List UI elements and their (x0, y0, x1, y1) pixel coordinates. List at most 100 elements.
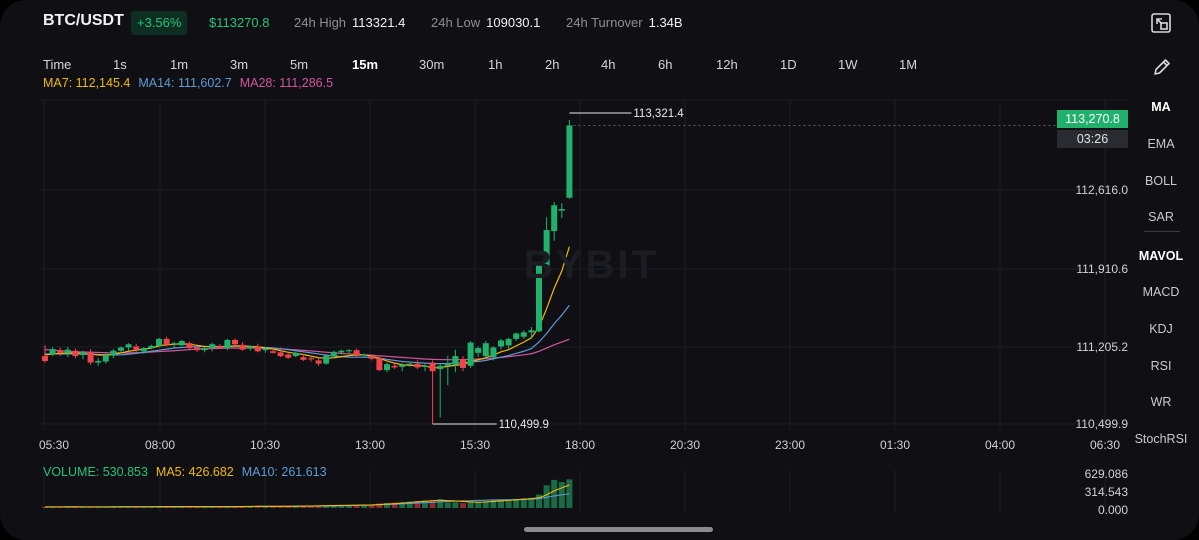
volume-bar (270, 506, 276, 508)
candle-body (186, 343, 193, 349)
tab-15m[interactable]: 15m (352, 57, 379, 72)
volume-bar (429, 499, 436, 508)
indicator-rsi[interactable]: RSI (1150, 359, 1172, 373)
time-axis-label: 05:30 (39, 438, 69, 452)
volume-bar (384, 502, 390, 508)
time-axis-label: 10:30 (250, 438, 280, 452)
candle-body (156, 338, 162, 346)
candle-body (528, 330, 535, 333)
volume-bar (178, 506, 185, 508)
volume-bar (460, 503, 466, 508)
last-price: $113270.8 (209, 15, 270, 30)
candles (42, 120, 573, 424)
candle-body (338, 350, 345, 353)
candle-body (178, 341, 185, 346)
candle-body (262, 348, 269, 351)
candle-body (437, 365, 444, 370)
pair-title[interactable]: BTC/USDT (43, 12, 124, 29)
indicator-ma[interactable]: MA (1151, 100, 1171, 114)
tab-5m[interactable]: 5m (290, 57, 309, 72)
indicator-divider (1144, 231, 1180, 232)
tab-6h[interactable]: 6h (658, 57, 673, 72)
tab-12h[interactable]: 12h (716, 57, 738, 72)
candle-body (551, 205, 558, 232)
indicator-stochrsi[interactable]: StochRSI (1134, 432, 1188, 446)
24h-high-label: 24h High (294, 15, 347, 30)
candle-body (368, 356, 375, 359)
candle-body (72, 350, 79, 357)
volume-bar (254, 506, 261, 508)
candle-body (201, 348, 208, 351)
candle-body (125, 344, 132, 348)
tab-1mo[interactable]: 1M (899, 57, 918, 72)
tab-time[interactable]: Time (43, 57, 72, 72)
volume-bar (140, 506, 147, 508)
indicator-boll[interactable]: BOLL (1145, 174, 1177, 188)
volume-bar (414, 500, 421, 508)
volume-bar (422, 500, 428, 508)
candle-body (194, 347, 200, 351)
tab-1w[interactable]: 1W (838, 57, 858, 72)
candle-body (330, 351, 337, 357)
candle-body (498, 340, 504, 347)
vol-ma5-line (44, 484, 570, 508)
tab-30m[interactable]: 30m (419, 57, 445, 72)
candle-body (376, 358, 383, 371)
indicator-mavol[interactable]: MAVOL (1138, 249, 1184, 263)
tab-3m[interactable]: 3m (230, 57, 249, 72)
24h-low: 24h Low 109030.1 (431, 15, 540, 30)
volume-ma-lines (44, 484, 570, 508)
ma7-line (44, 246, 570, 369)
tab-2h[interactable]: 2h (545, 57, 560, 72)
candle-body (452, 356, 459, 365)
volume-bar (57, 506, 64, 508)
ma28-value: MA28: 111,286.5 (239, 76, 334, 90)
tab-1h[interactable]: 1h (488, 57, 503, 72)
candle-body (133, 346, 140, 350)
24h-low-value: 109030.1 (486, 15, 541, 30)
candle-body (277, 352, 284, 357)
time-axis-label: 13:00 (355, 438, 385, 452)
tab-4h[interactable]: 4h (601, 57, 616, 72)
volume-bar (209, 506, 216, 508)
tab-1d[interactable]: 1D (780, 57, 797, 72)
volume-bar (262, 506, 269, 508)
tab-1s[interactable]: 1s (113, 57, 127, 72)
time-axis-label: 04:00 (985, 438, 1015, 452)
exit-fullscreen-icon[interactable] (1150, 12, 1172, 34)
ma-legend: MA7: 112,145.4 MA14: 111,602.7 MA28: 111,2… (43, 76, 341, 90)
volume-bar (536, 494, 542, 508)
indicator-macd[interactable]: MACD (1142, 285, 1180, 299)
ticker-header: BTC/USDT +3.56% $113270.8 24h High 113321… (0, 0, 1199, 46)
volume-bar (513, 498, 520, 508)
volume-bar (376, 503, 383, 508)
indicator-kdj[interactable]: KDJ (1149, 322, 1173, 336)
candle-body (95, 360, 102, 363)
volume-bar (338, 505, 345, 508)
candle-body (285, 354, 292, 358)
indicator-wr[interactable]: WR (1150, 395, 1172, 409)
pencil-icon[interactable] (1152, 57, 1172, 77)
volume-bar (346, 505, 352, 508)
volume-bar (285, 506, 292, 508)
indicator-sar[interactable]: SAR (1148, 210, 1174, 224)
volume-bar (186, 506, 193, 508)
candle-body (163, 338, 170, 345)
indicator-ema[interactable]: EMA (1147, 137, 1175, 151)
candle-body (239, 344, 246, 350)
volume-bar (444, 502, 451, 508)
tab-1m[interactable]: 1m (170, 57, 189, 72)
volume-bar (247, 506, 254, 508)
candle-body (513, 333, 520, 339)
vol-ma10-value: MA10: 261.613 (241, 465, 327, 479)
candle-body (224, 339, 231, 349)
volume-bar (323, 505, 330, 508)
volume-bar (391, 502, 398, 508)
candlestick-chart[interactable]: 113,321.4 110,499.9 112,616.0 111,910.6 111… (0, 0, 1130, 520)
candle-body (232, 339, 238, 345)
home-indicator[interactable] (524, 527, 713, 532)
24h-high: 24h High 113321.4 (294, 15, 405, 30)
24h-turnover: 24h Turnover 1.34B (566, 15, 683, 30)
candle-body (460, 359, 466, 368)
